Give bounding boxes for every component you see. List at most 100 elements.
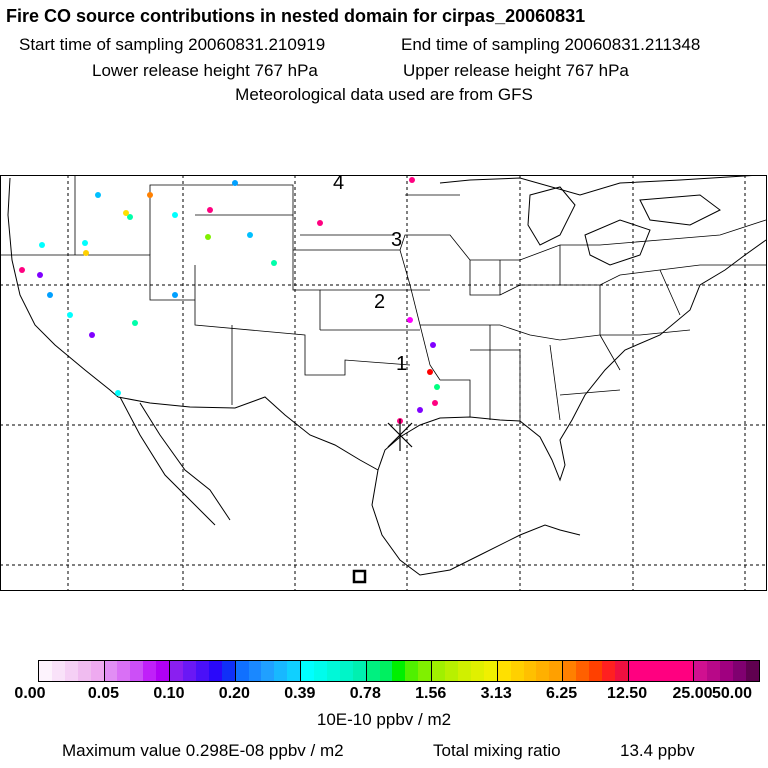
fire-spot — [271, 260, 277, 266]
colorbar-cell — [104, 661, 118, 681]
colorbar-cell — [576, 661, 590, 681]
map-frame — [0, 175, 767, 591]
colorbar-cell — [745, 661, 759, 681]
colorbar-tick-label: 50.00 — [711, 685, 753, 702]
colorbar-cell — [549, 661, 564, 681]
colorbar-cell — [523, 661, 537, 681]
colorbar-cell — [51, 661, 65, 681]
colorbar-cell — [195, 661, 209, 681]
colorbar-cell — [536, 661, 550, 681]
map: 1 2 3 4 — [0, 175, 767, 591]
colorbar-cell — [641, 661, 655, 681]
lower-release-height: Lower release height 767 hPa — [92, 61, 318, 80]
colorbar-cell — [667, 661, 681, 681]
colorbar-cell — [483, 661, 498, 681]
colorbar-tick-label: 12.50 — [607, 685, 648, 702]
fire-spot — [67, 312, 73, 318]
colorbar-cell — [614, 661, 629, 681]
receptor-x-marker — [387, 419, 413, 451]
colorbar-cell — [77, 661, 91, 681]
fire-spot — [123, 210, 129, 216]
colorbar-cell — [497, 661, 511, 681]
trajectory-label-3: 3 — [391, 229, 402, 251]
fire-spot — [417, 407, 423, 413]
maximum-value: Maximum value 0.298E-08 ppbv / m2 — [62, 741, 344, 760]
colorbar-cell — [366, 661, 380, 681]
colorbar-cell — [445, 661, 458, 681]
colorbar-cell — [208, 661, 222, 681]
colorbar-cell — [654, 661, 668, 681]
colorbar-cell — [64, 661, 78, 681]
colorbar-cell — [458, 661, 471, 681]
colorbar-cell — [628, 661, 642, 681]
colorbar-tick-label: 0.10 — [153, 685, 185, 702]
colorbar — [38, 660, 760, 682]
colorbar-cell — [90, 661, 105, 681]
fire-spot — [205, 234, 211, 240]
colorbar-cell — [418, 661, 433, 681]
colorbar-cell — [221, 661, 236, 681]
end-time: End time of sampling 20060831.211348 — [401, 35, 701, 54]
colorbar-tick-label: 0.20 — [218, 685, 250, 702]
colorbar-cell — [170, 661, 183, 681]
colorbar-cell — [39, 661, 52, 681]
colorbar-cell — [733, 661, 746, 681]
fire-spot — [147, 192, 153, 198]
colorbar-tick-label: 0.05 — [87, 685, 120, 702]
colorbar-cell — [680, 661, 695, 681]
plot-title: Fire CO source contributions in nested d… — [6, 6, 586, 26]
fire-spot — [432, 400, 438, 406]
fire-spot — [430, 342, 436, 348]
fire-spot — [434, 384, 440, 390]
fire-spot — [407, 317, 413, 323]
start-time: Start time of sampling 20060831.210919 — [19, 35, 326, 54]
fire-spot — [39, 242, 45, 248]
colorbar-cell — [379, 661, 393, 681]
fire-spot — [115, 390, 121, 396]
colorbar-cell — [720, 661, 734, 681]
fire-spot — [232, 180, 238, 186]
colorbar-cell — [432, 661, 446, 681]
fire-spot — [317, 220, 323, 226]
trajectory-label-2: 2 — [374, 291, 385, 313]
colorbar-cell — [470, 661, 484, 681]
colorbar-cell — [143, 661, 157, 681]
fire-spot — [427, 369, 433, 375]
colorbar-cell — [392, 661, 406, 681]
colorbar-cell — [601, 661, 615, 681]
fire-source-spots — [19, 177, 440, 424]
fire-spot — [409, 177, 415, 183]
trajectory-label-1: 1 — [396, 353, 407, 375]
fire-spot — [127, 214, 133, 220]
fire-spot — [172, 292, 178, 298]
colorbar-tick-label: 0.39 — [284, 685, 316, 702]
fire-spot — [247, 232, 253, 238]
colorbar-cell — [326, 661, 340, 681]
colorbar-cell — [287, 661, 302, 681]
colorbar-units: 10E-10 ppbv / m2 — [316, 710, 452, 729]
colorbar-cell — [274, 661, 288, 681]
lat-lon-grid — [0, 175, 767, 591]
colorbar-cell — [156, 661, 171, 681]
colorbar-tick-label: 1.56 — [415, 685, 447, 702]
state-boundaries — [0, 175, 767, 421]
source-square-marker — [352, 569, 367, 584]
colorbar-cell — [301, 661, 315, 681]
colorbar-cell — [339, 661, 353, 681]
coastlines — [7, 175, 767, 576]
fire-spot — [19, 267, 25, 273]
colorbar-tick-label: 6.25 — [546, 685, 578, 702]
colorbar-cell — [707, 661, 721, 681]
colorbar-cell — [694, 661, 708, 681]
colorbar-cell — [182, 661, 196, 681]
colorbar-cell — [235, 661, 249, 681]
colorbar-cell — [589, 661, 602, 681]
colorbar-cell — [248, 661, 262, 681]
colorbar-tick-label: 0.00 — [14, 685, 46, 702]
colorbar-tick-label: 0.78 — [349, 685, 381, 702]
colorbar-tick-label: 25.00 — [672, 685, 713, 702]
colorbar-tick-label: 3.13 — [480, 685, 512, 702]
colorbar-cell — [405, 661, 419, 681]
colorbar-cell — [314, 661, 327, 681]
